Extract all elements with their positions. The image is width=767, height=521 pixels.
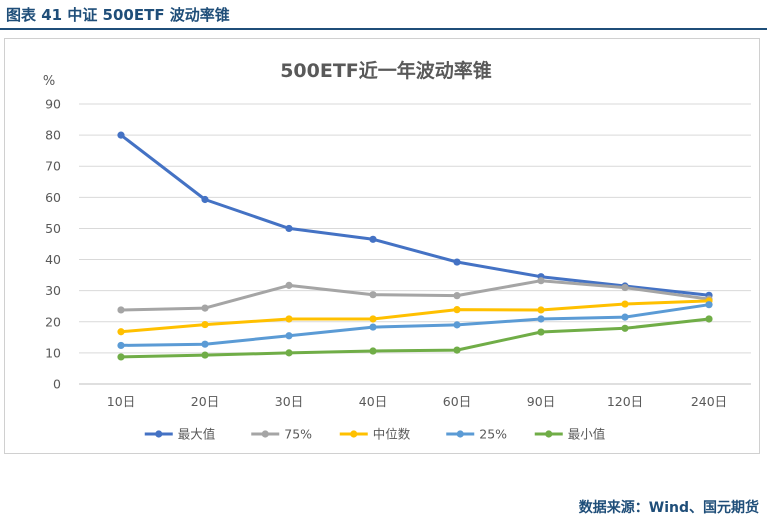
data-point bbox=[621, 324, 629, 332]
y-tick-label: 0 bbox=[53, 377, 61, 392]
legend-point-marker bbox=[261, 430, 269, 438]
x-tick-label: 20日 bbox=[191, 394, 219, 409]
x-tick-label: 10日 bbox=[107, 394, 135, 409]
data-point bbox=[117, 306, 125, 314]
series-3 bbox=[117, 297, 713, 336]
legend-point-marker bbox=[456, 430, 464, 438]
gridlines bbox=[79, 103, 751, 385]
data-point bbox=[201, 340, 209, 348]
data-point bbox=[117, 131, 125, 139]
data-point bbox=[537, 277, 545, 285]
legend-label: 最小值 bbox=[568, 427, 606, 442]
series-line bbox=[119, 299, 711, 334]
data-point bbox=[537, 306, 545, 314]
y-tick-label: 80 bbox=[45, 128, 61, 143]
data-point bbox=[369, 315, 377, 323]
figure-caption: 图表 41 中证 500ETF 波动率锥 bbox=[6, 6, 230, 24]
data-point bbox=[621, 300, 629, 308]
data-point bbox=[453, 321, 461, 329]
x-tick-label: 120日 bbox=[607, 394, 643, 409]
data-point bbox=[201, 304, 209, 312]
data-point bbox=[117, 328, 125, 336]
x-tick-label: 30日 bbox=[275, 394, 303, 409]
legend-point-marker bbox=[155, 430, 163, 438]
data-point bbox=[537, 328, 545, 336]
legend-point-marker bbox=[350, 430, 358, 438]
data-point bbox=[369, 291, 377, 299]
series-5 bbox=[117, 315, 713, 361]
y-tick-label: 50 bbox=[45, 221, 61, 236]
legend-label: 25% bbox=[479, 427, 507, 442]
data-point bbox=[453, 258, 461, 266]
series-line bbox=[119, 317, 711, 359]
data-point bbox=[201, 195, 209, 204]
series-line bbox=[119, 303, 711, 347]
legend-item: 75% bbox=[251, 427, 312, 442]
data-point bbox=[285, 224, 293, 233]
y-axis-tick-labels: 0 10 20 30 40 50 60 70 80 90 bbox=[45, 97, 61, 392]
data-point bbox=[201, 351, 209, 359]
data-point bbox=[201, 320, 209, 329]
x-tick-label: 90日 bbox=[527, 394, 555, 409]
data-source-note: 数据来源：Wind、国元期货 bbox=[578, 500, 759, 516]
data-point bbox=[117, 341, 125, 350]
data-point bbox=[285, 281, 293, 289]
legend-label: 75% bbox=[284, 427, 312, 442]
data-point bbox=[621, 283, 629, 292]
data-point bbox=[453, 292, 461, 300]
y-tick-label: 90 bbox=[45, 97, 61, 112]
series-lines bbox=[117, 131, 713, 361]
series-line bbox=[119, 133, 711, 297]
legend: 最大值 75% 中位数 25% 最小值 bbox=[144, 427, 606, 442]
data-point bbox=[369, 323, 377, 331]
caption-divider bbox=[0, 28, 767, 30]
volatility-cone-chart: 500ETF近一年波动率锥 % 0 10 20 30 40 50 60 70 80 90 10日 2… bbox=[43, 59, 751, 442]
chart-title: 500ETF近一年波动率锥 bbox=[280, 59, 492, 82]
y-tick-label: 60 bbox=[45, 190, 61, 205]
data-point bbox=[537, 315, 545, 323]
data-point bbox=[621, 313, 629, 321]
legend-item: 最大值 bbox=[144, 427, 216, 442]
x-axis-tick-labels: 10日 20日 30日 40日 60日 90日 120日 240日 bbox=[107, 394, 727, 409]
legend-label: 中位数 bbox=[373, 427, 411, 442]
data-point bbox=[705, 315, 713, 323]
chart-frame: 500ETF近一年波动率锥 % 0 10 20 30 40 50 60 70 80 90 10日 2… bbox=[4, 38, 760, 454]
series-4 bbox=[117, 301, 713, 350]
x-tick-label: 40日 bbox=[359, 394, 387, 409]
data-point bbox=[285, 332, 293, 340]
data-point bbox=[453, 306, 461, 314]
data-point bbox=[705, 301, 713, 309]
y-tick-label: 10 bbox=[45, 345, 61, 360]
data-point bbox=[285, 315, 293, 323]
y-tick-label: 20 bbox=[45, 314, 61, 329]
legend-item: 25% bbox=[446, 427, 507, 442]
y-tick-label: 70 bbox=[45, 159, 61, 174]
y-tick-label: 30 bbox=[45, 283, 61, 298]
data-point bbox=[117, 353, 125, 361]
x-tick-label: 240日 bbox=[691, 394, 727, 409]
y-axis-unit-label: % bbox=[43, 74, 55, 89]
legend-point-marker bbox=[545, 430, 553, 438]
legend-item: 最小值 bbox=[534, 427, 606, 442]
legend-label: 最大值 bbox=[178, 427, 216, 442]
y-tick-label: 40 bbox=[45, 252, 61, 267]
data-point bbox=[453, 346, 461, 354]
data-point bbox=[369, 347, 377, 355]
legend-item: 中位数 bbox=[339, 427, 411, 442]
data-point bbox=[369, 235, 377, 243]
series-line bbox=[119, 279, 711, 312]
series-2 bbox=[117, 277, 713, 314]
data-point bbox=[285, 349, 293, 357]
x-tick-label: 60日 bbox=[443, 394, 471, 409]
series-1 bbox=[117, 131, 713, 299]
